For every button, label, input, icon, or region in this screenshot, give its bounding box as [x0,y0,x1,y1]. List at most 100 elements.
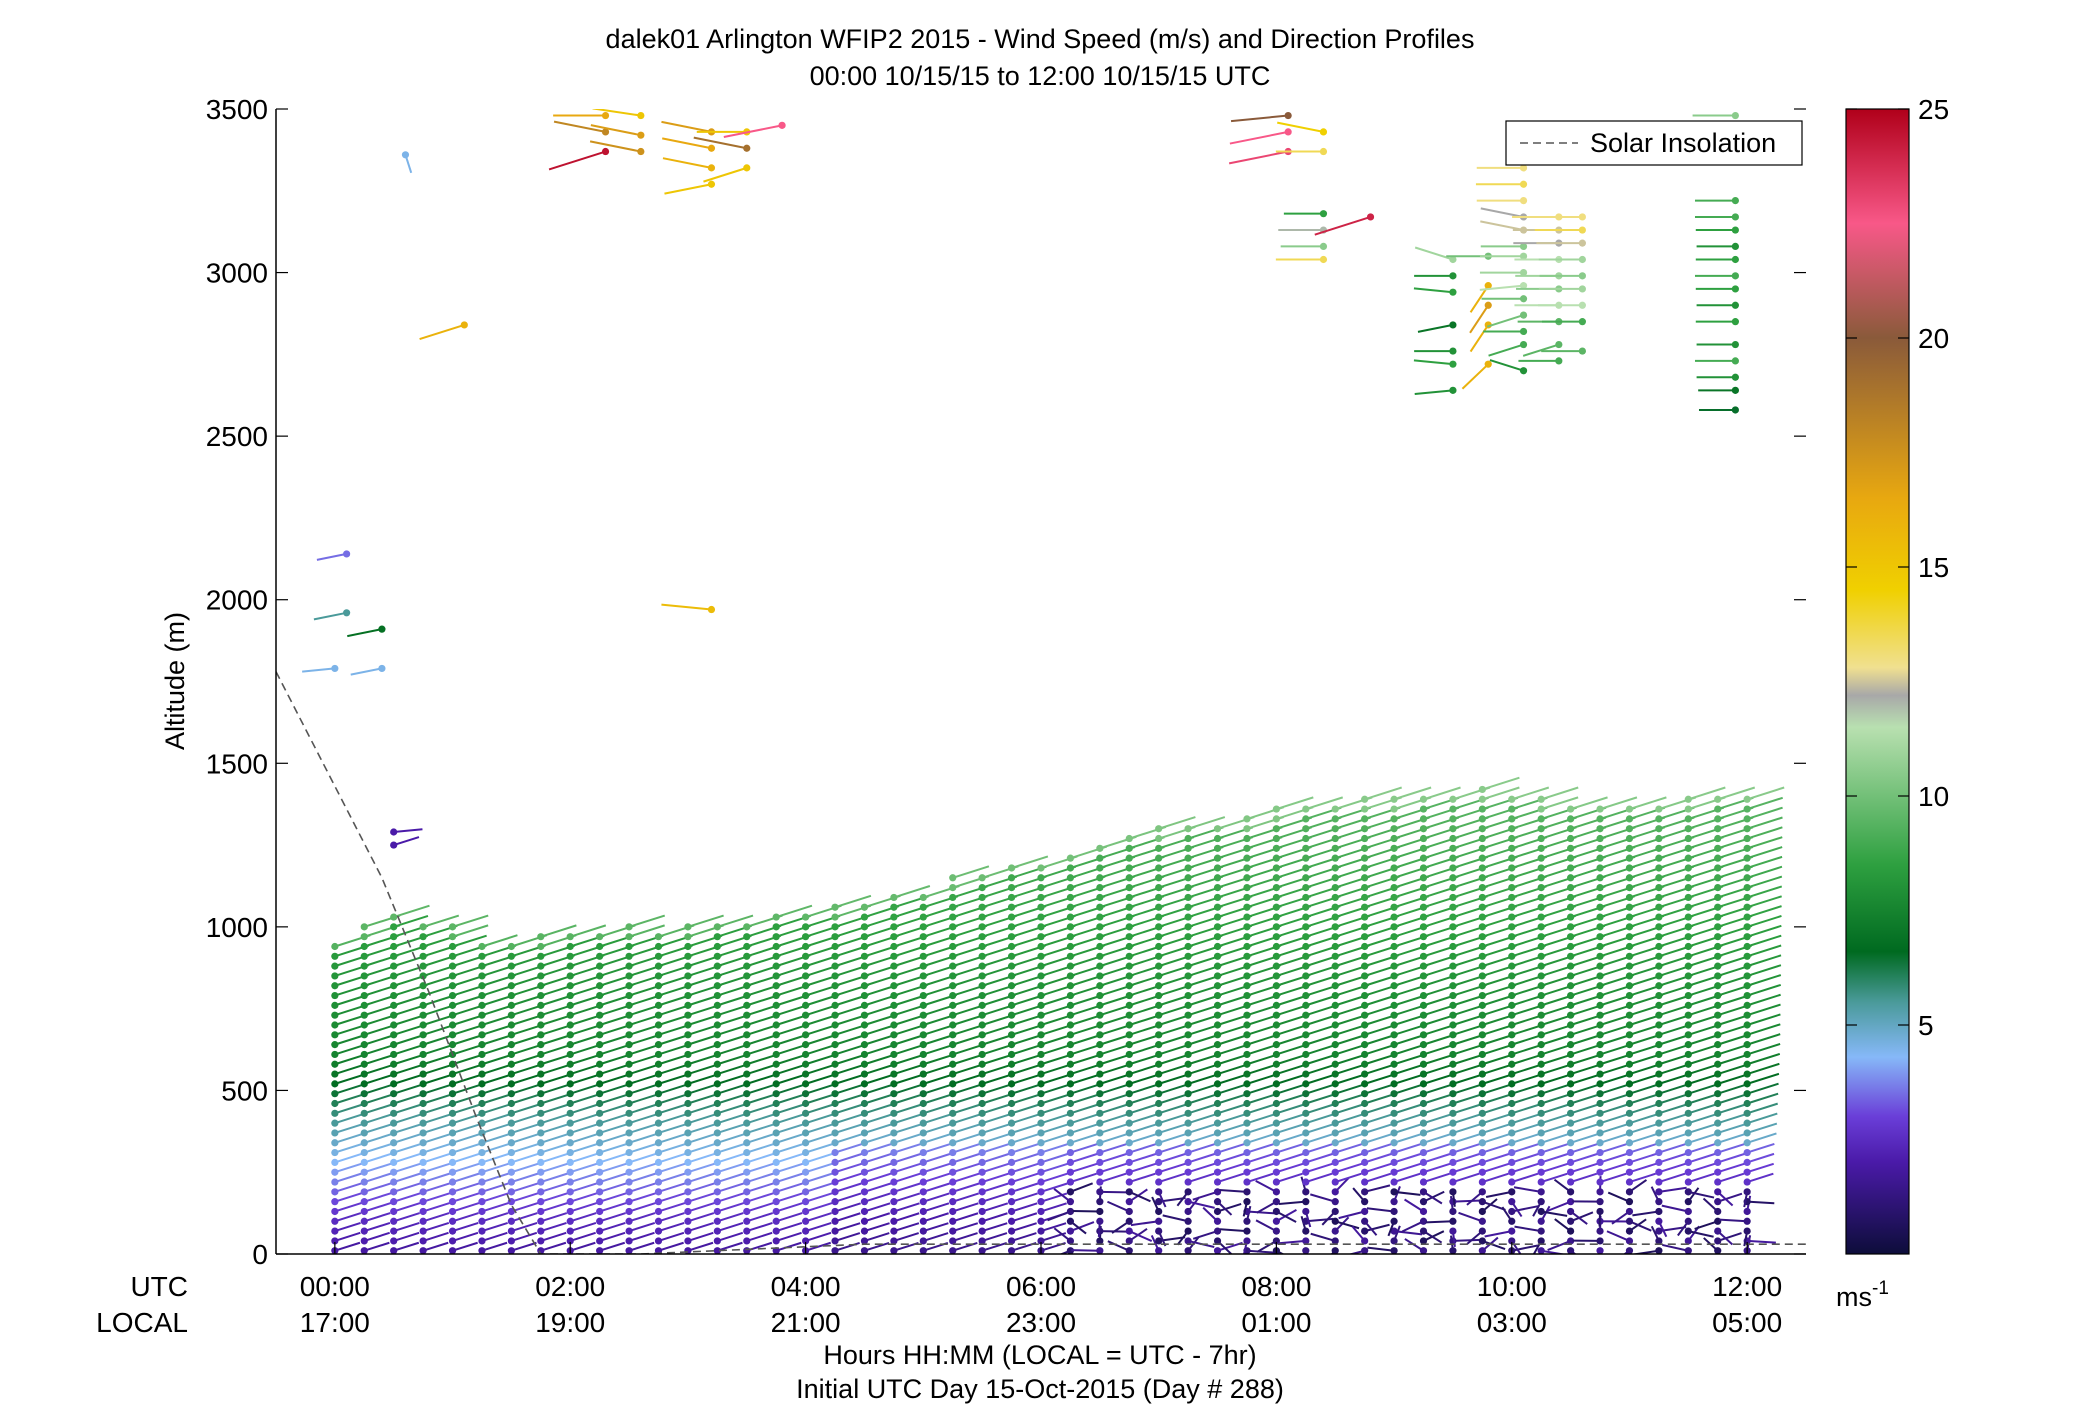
profile-barb-dot [448,1119,457,1127]
profile-barb-shaft [923,1172,951,1183]
profile-barb-shaft [1364,1132,1395,1144]
profile-barb-dot [654,1139,663,1147]
profile-barb-shaft [864,1212,891,1223]
upper-barb-dot [707,164,716,172]
profile-barb-dot [1537,972,1545,980]
profile-barb-dot [1478,952,1486,960]
profile-barb-shaft [1746,993,1781,1007]
profile-barb-dot [596,1247,604,1254]
profile-barb-shaft [1540,1112,1572,1125]
profile-barb-dot [1155,913,1163,921]
profile-barb-dot [419,1119,427,1127]
profile-barb-dot [1184,933,1192,941]
profile-barb-dot [684,1109,692,1117]
profile-barb-shaft [1070,1152,1098,1164]
profile-barb-shaft [1128,1152,1157,1164]
profile-barb-dot [743,982,751,990]
profile-barb-dot [1655,1050,1663,1059]
profile-barb-dot [1567,1168,1575,1176]
profile-barb-dot [478,1148,486,1157]
profile-barb-dot [1184,854,1192,862]
profile-barb-shaft [363,1221,391,1233]
profile-barb-dot [1419,913,1428,921]
profile-barb-dot [1066,923,1075,931]
profile-barb-shaft [1305,1132,1336,1144]
profile-barb-dot [860,1198,869,1206]
profile-barb-dot [949,1119,957,1127]
profile-barb-dot [1066,1070,1075,1078]
profile-barb-dot [890,1227,898,1235]
profile-barb-dot [537,982,545,990]
profile-barb-dot [1361,1198,1369,1206]
profile-barb-shaft [1011,1092,1043,1105]
profile-barb-dot [1361,1247,1369,1254]
upper-barb-dot [1731,226,1739,234]
profile-barb-shaft [1540,1132,1571,1144]
profile-barb-dot [331,1139,339,1147]
profile-barb-shaft [805,1212,832,1223]
profile-barb-dot [1537,913,1545,921]
profile-barb-dot [654,1099,663,1108]
profile-barb-dot [1419,933,1428,941]
profile-barb-dot [654,1050,663,1059]
profile-barb-dot [1302,1119,1310,1127]
profile-barb-dot [419,1031,427,1039]
profile-barb-dot [1508,913,1516,921]
profile-barb-shaft [923,1112,954,1125]
profile-barb-shaft [1599,1132,1630,1144]
profile-barb-dot [1037,923,1045,931]
profile-barb-dot [1714,1080,1722,1088]
profile-barb-dot [1596,805,1604,813]
profile-barb-shaft [1717,1172,1745,1183]
profile-barb-dot [1155,1247,1163,1254]
profile-barb-dot [713,952,721,960]
profile-barb-dot [1125,1119,1133,1127]
profile-barb-shaft [1658,1132,1689,1144]
profile-barb-shaft [1599,1082,1632,1095]
profile-barb-dot [1213,952,1222,960]
profile-barb-dot [949,1168,957,1176]
profile-barb-dot [1508,1021,1516,1029]
profile-barb-shaft [1514,1225,1542,1233]
profile-barb-shaft [1011,1222,1037,1233]
profile-barb-dot [1007,1168,1016,1176]
profile-barb-dot [684,1247,692,1254]
profile-barb-dot [507,991,515,1000]
upper-barb-dot [1519,340,1528,349]
profile-barb-dot [978,933,986,941]
profile-barb-dot [1537,982,1545,990]
profile-barb-shaft [746,1212,774,1223]
profile-barb-dot [684,1050,692,1059]
profile-barb-shaft [511,1202,539,1213]
profile-barb-dot [1478,1139,1486,1147]
profile-barb-dot [1155,864,1163,872]
profile-barb-dot [743,1129,751,1137]
profile-barb-dot [1419,1129,1428,1137]
profile-barb-dot [1007,1001,1016,1009]
profile-barb-dot [419,982,427,990]
profile-barb-shaft [1192,1230,1218,1240]
profile-barb-shaft [452,1142,482,1154]
profile-barb-dot [1007,1050,1016,1059]
profile-barb-dot [1096,1041,1104,1049]
profile-barb-dot [1155,1031,1163,1039]
profile-barb-dot [1508,1129,1516,1137]
profile-barb-shaft [1393,786,1432,801]
profile-barb-shaft [1040,1132,1071,1144]
profile-barb-shaft [981,1092,1014,1105]
profile-barb-shaft [1275,1249,1285,1254]
profile-barb-dot [596,942,604,951]
profile-barb-dot [1302,933,1310,941]
profile-barb-shaft [1547,1239,1571,1252]
profile-barb-dot [1184,952,1192,960]
profile-barb-dot [1743,893,1751,902]
profile-barb-dot [978,1227,986,1235]
profile-barb-shaft [1746,983,1782,997]
profile-barb-dot [1184,1129,1192,1137]
profile-barb-dot [1537,1041,1545,1049]
profile-barb-dot [1096,991,1104,1000]
profile-barb-shaft [1570,1122,1601,1134]
profile-barb-dot [1596,834,1604,843]
profile-barb-dot [1537,874,1545,882]
profile-barb-dot [1596,1129,1604,1137]
